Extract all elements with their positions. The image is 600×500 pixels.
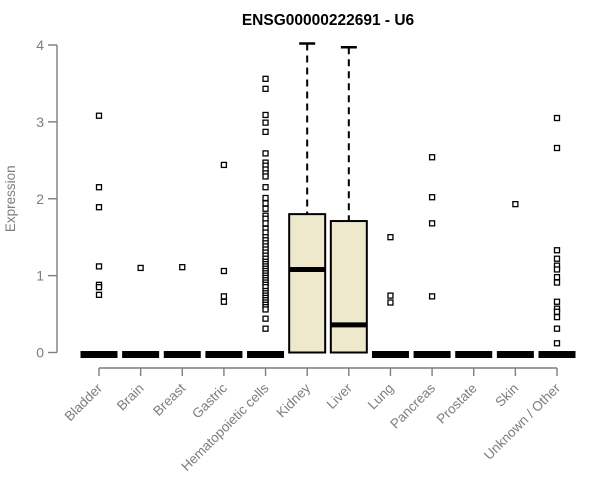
x-tick-label: Pancreas xyxy=(387,380,438,431)
outlier-point xyxy=(95,284,103,291)
y-tick-label: 2 xyxy=(36,191,44,207)
outlier-point xyxy=(262,128,269,136)
outlier-point xyxy=(553,274,561,281)
x-tick-label: Prostate xyxy=(434,381,480,427)
x-tick-label: Gastric xyxy=(189,380,230,421)
outlier-point xyxy=(220,298,228,305)
outlier-point xyxy=(262,194,269,202)
outlier-point xyxy=(262,150,269,157)
outlier-point xyxy=(262,75,269,82)
outlier-point xyxy=(387,299,394,306)
outlier-point xyxy=(262,325,269,332)
outlier-point xyxy=(95,184,103,191)
x-tick-label: Unknown / Other xyxy=(481,380,564,463)
outlier-point xyxy=(220,267,228,275)
outlier-point xyxy=(95,263,103,270)
y-tick-label: 3 xyxy=(36,114,44,130)
chart-title: ENSG00000222691 - U6 xyxy=(242,12,415,29)
outlier-point xyxy=(262,220,269,227)
outlier-point xyxy=(95,112,103,119)
box-Liver xyxy=(329,220,368,354)
flat-boxplot-Prostate xyxy=(455,351,493,358)
outlier-point xyxy=(262,119,269,126)
y-tick-label: 1 xyxy=(36,268,44,284)
outlier-point xyxy=(262,85,269,92)
outlier-point xyxy=(553,340,561,347)
outlier-point xyxy=(512,200,519,208)
outlier-point xyxy=(387,292,394,299)
flat-boxplot-Skin xyxy=(496,351,534,358)
outlier-point xyxy=(428,154,436,161)
flat-boxplot-Hematopoieticcells xyxy=(247,351,285,358)
outlier-point xyxy=(553,247,561,254)
outlier-point xyxy=(387,234,394,241)
flat-boxplot-Gastric xyxy=(205,351,243,358)
outlier-point xyxy=(262,184,269,191)
flat-boxplot-Brain xyxy=(122,351,160,358)
chart-layer: 0 1 2 3 4 Expression Bladder Brain Breast Gastric… xyxy=(3,37,576,474)
outlier-point xyxy=(428,293,436,300)
outlier-point xyxy=(220,161,228,169)
outlier-point xyxy=(95,291,103,298)
outlier-point xyxy=(262,200,269,207)
outlier-point xyxy=(553,308,561,315)
flat-boxplot-Lung xyxy=(371,351,409,358)
outlier-point xyxy=(220,293,228,300)
box-Kidney xyxy=(288,213,327,354)
outlier-point xyxy=(262,111,269,119)
outlier-point xyxy=(262,306,269,313)
outlier-point xyxy=(428,220,436,227)
flat-boxplot-Bladder xyxy=(80,351,118,358)
y-axis-title: Expression xyxy=(3,165,18,232)
flat-boxplot-Pancreas xyxy=(413,351,451,358)
outlier-point xyxy=(262,173,269,180)
x-tick-label: Brain xyxy=(114,381,147,414)
outlier-point xyxy=(428,194,436,201)
outlier-point xyxy=(95,204,103,211)
flat-boxplot-UnknownOther xyxy=(538,351,576,358)
x-tick-label: Kidney xyxy=(274,380,314,420)
outlier-point xyxy=(553,298,561,305)
x-tick-label: Liver xyxy=(324,380,356,412)
outlier-point xyxy=(553,266,561,273)
y-tick-label: 0 xyxy=(36,345,44,361)
outlier-point xyxy=(553,114,561,122)
outlier-point xyxy=(262,315,269,322)
outlier-point xyxy=(553,313,561,321)
outlier-point xyxy=(553,255,561,262)
flat-boxplot-Breast xyxy=(163,351,201,358)
x-tick-label: Bladder xyxy=(62,380,106,424)
outlier-point xyxy=(137,264,144,272)
x-tick-label: Lung xyxy=(365,381,397,413)
y-tick-label: 4 xyxy=(36,37,44,53)
outlier-point xyxy=(553,279,561,286)
outlier-point xyxy=(179,264,186,271)
outlier-point xyxy=(553,325,561,332)
x-tick-label: Breast xyxy=(150,380,188,418)
x-tick-label: Skin xyxy=(492,381,521,410)
outlier-point xyxy=(262,205,269,212)
outlier-point xyxy=(553,144,561,152)
